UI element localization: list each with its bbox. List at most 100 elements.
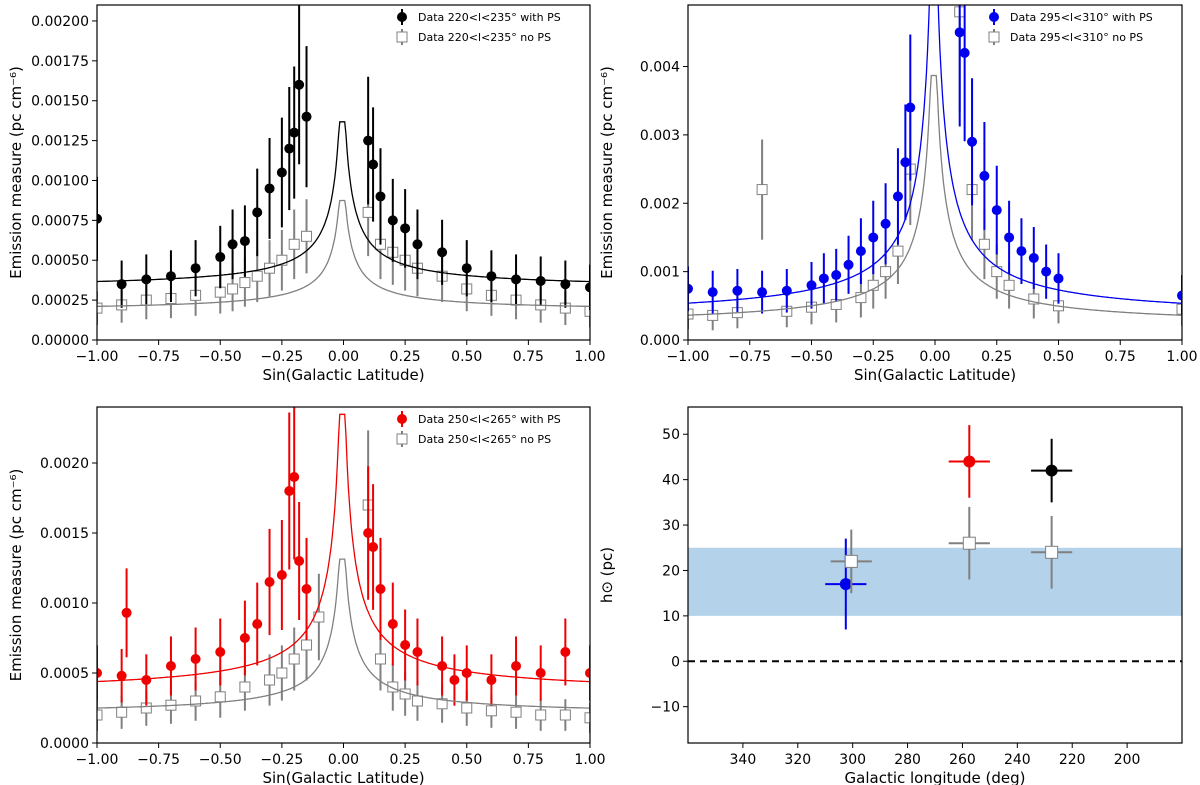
data-point-with-ps	[843, 259, 854, 270]
point-marker-no-ps	[1045, 545, 1059, 559]
data-point-with-ps	[239, 236, 250, 247]
data-point-no-ps	[239, 277, 251, 289]
x-axis-label: Sin(Galactic Latitude)	[262, 366, 424, 384]
x-tick-label: 200	[1114, 752, 1141, 768]
data-point-with-ps	[289, 127, 300, 138]
model-curve-with-ps	[97, 413, 590, 683]
data-point-with-ps	[215, 647, 226, 657]
panel-bottom-left: −1.00 −0.75 −0.50 −0.25 0.00 0.25 0.50 0.75 1.00…	[7, 406, 606, 785]
x-tick-label: −0.25	[852, 349, 895, 365]
data-point-with-ps	[289, 472, 300, 482]
data-point-no-ps	[756, 184, 768, 196]
data-point-with-ps	[375, 584, 386, 594]
plot-area	[97, 5, 590, 328]
x-tick-label: −1.00	[76, 349, 119, 365]
data-point-no-ps	[1176, 303, 1182, 315]
x-axis-label: Sin(Galactic Latitude)	[854, 366, 1016, 384]
data-point-no-ps	[461, 702, 473, 714]
data-point-with-ps	[688, 283, 693, 294]
data-point-no-ps	[688, 308, 694, 320]
data-point-with-ps	[437, 247, 448, 258]
axes-frame	[96, 406, 591, 744]
data-point-no-ps	[867, 279, 879, 291]
data-point-with-ps	[141, 675, 152, 685]
x-tick-label: 0.75	[513, 752, 544, 768]
data-point-with-ps	[818, 273, 829, 284]
data-point-with-ps	[486, 675, 497, 685]
legend-marker-with-ps	[397, 12, 407, 22]
data-point-with-ps	[264, 577, 275, 587]
y-tick-label: 0.0020	[40, 456, 89, 472]
point-marker-with-ps	[963, 455, 976, 468]
point-marker-with-ps	[839, 578, 852, 591]
axes-frame	[687, 406, 1183, 744]
legend-label-with-ps: Data 220<l<235° with PS	[418, 11, 561, 24]
y-tick-label: 0.00050	[31, 253, 89, 269]
data-point-with-ps	[363, 528, 374, 538]
x-tick-label: −0.50	[199, 349, 242, 365]
legend: Data 295<l<310° with PS Data 295<l<310° n…	[988, 9, 1153, 45]
legend-marker-with-ps	[397, 414, 407, 424]
scale-height-point	[948, 425, 990, 498]
point-marker-no-ps	[844, 554, 858, 568]
data-point-with-ps	[116, 670, 127, 681]
data-point-with-ps	[1016, 246, 1027, 257]
y-axis-label: Emission measure (pc cm⁻⁶)	[7, 66, 25, 279]
x-tick-label: 0.50	[1043, 349, 1074, 365]
data-point-no-ps	[892, 245, 904, 257]
axes-frame	[96, 4, 591, 341]
axes-frame	[687, 4, 1183, 341]
data-point-with-ps	[1041, 266, 1052, 277]
data-point-with-ps	[991, 205, 1002, 216]
data-point-no-ps	[97, 302, 103, 314]
data-point-with-ps	[900, 157, 911, 168]
legend-label-no-ps: Data 250<l<265° no PS	[418, 433, 551, 446]
legend-marker-no-ps	[988, 31, 1000, 43]
x-tick-label: −1.00	[76, 752, 119, 768]
x-tick-label: 1.00	[1166, 349, 1197, 365]
x-tick-label: −0.50	[199, 752, 242, 768]
x-tick-label: 0.50	[451, 349, 482, 365]
data-point-with-ps	[461, 668, 472, 678]
data-point-with-ps	[585, 282, 590, 293]
data-point-with-ps	[97, 213, 102, 224]
x-tick-label: 0.50	[451, 752, 482, 768]
x-tick-label: −0.25	[260, 752, 303, 768]
data-point-no-ps	[559, 709, 571, 721]
series-no-ps	[688, 5, 1182, 331]
y-tick-label: 0.00000	[31, 333, 89, 349]
x-tick-label: 0.25	[981, 349, 1012, 365]
data-point-no-ps	[251, 270, 263, 282]
x-tick-label: 220	[1059, 752, 1086, 768]
legend-label-no-ps: Data 295<l<310° no PS	[1010, 31, 1143, 44]
data-point-no-ps	[411, 695, 423, 707]
y-tick-label: 0.0010	[40, 596, 89, 612]
data-point-no-ps	[239, 681, 251, 693]
data-point-no-ps	[288, 653, 300, 665]
data-point-with-ps	[252, 619, 263, 629]
data-point-no-ps	[436, 698, 448, 710]
data-point-with-ps	[121, 607, 132, 618]
data-point-no-ps	[97, 709, 103, 721]
data-point-no-ps	[1003, 279, 1015, 291]
x-tick-label: −0.75	[728, 349, 771, 365]
scale-height-point	[825, 538, 867, 630]
data-point-with-ps	[301, 584, 312, 594]
data-point-with-ps	[294, 79, 305, 90]
data-point-with-ps	[116, 279, 127, 290]
legend-label-with-ps: Data 295<l<310° with PS	[1010, 11, 1153, 24]
data-point-with-ps	[486, 271, 497, 282]
y-tick-label: 0.003	[640, 128, 680, 144]
model-curve-no-ps	[688, 74, 1182, 316]
panel-bottom-right: 340 320 300 280 260 240 220 200 −10 0 10 20 30 40 50 Ga…	[598, 406, 1183, 785]
data-point-with-ps	[461, 263, 472, 274]
x-axis-label: Galactic longitude (deg)	[845, 769, 1026, 785]
data-point-with-ps	[294, 556, 305, 566]
data-point-with-ps	[97, 668, 102, 678]
panel-top-right: −1.00 −0.75 −0.50 −0.25 0.00 0.25 0.50 0.75 1.00…	[598, 4, 1198, 384]
data-point-with-ps	[264, 183, 275, 194]
data-point-with-ps	[227, 239, 238, 250]
model-curve-with-ps	[97, 121, 590, 283]
data-point-no-ps	[510, 706, 522, 718]
data-point-no-ps	[584, 305, 590, 317]
